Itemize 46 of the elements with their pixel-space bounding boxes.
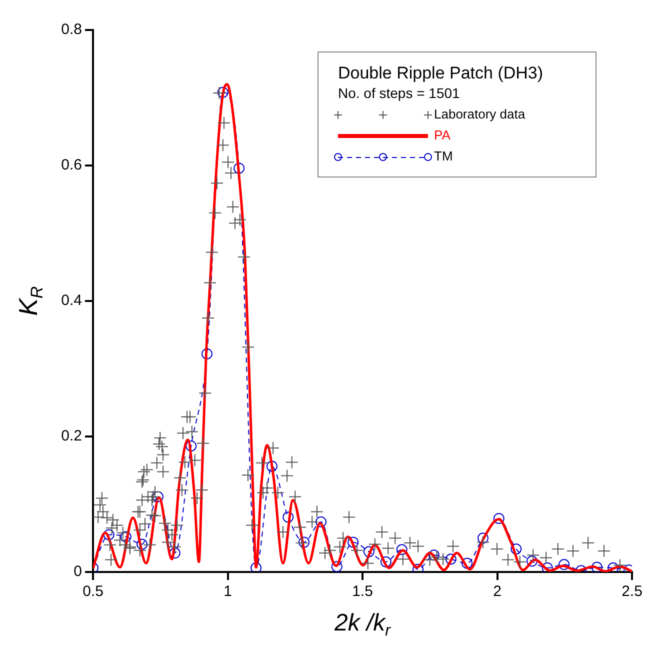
point [363, 546, 374, 558]
point [493, 512, 504, 524]
point [315, 516, 326, 528]
point [266, 460, 278, 472]
point [526, 556, 538, 567]
y-tick-label: 0.2 [61, 428, 82, 445]
point [169, 548, 180, 559]
point [282, 512, 294, 523]
point [396, 544, 408, 556]
point [462, 558, 473, 569]
point [234, 162, 245, 174]
point [202, 348, 212, 360]
x-tick-label: 2 [493, 583, 502, 600]
point [331, 561, 342, 572]
point [217, 86, 228, 98]
annotation: No. of steps = 1501 [338, 84, 460, 101]
y-tick-label: 0.4 [61, 292, 82, 310]
x-tick-label: 1.5 [352, 583, 373, 600]
point [428, 550, 440, 561]
y-axis-title: KR [13, 286, 47, 316]
x-tick-label: 0.5 [82, 583, 104, 600]
legend-label: Laboratory data [434, 106, 526, 122]
x-tick-label: 1 [224, 583, 232, 600]
point [542, 562, 553, 572]
y-tick-label: 0 [74, 563, 82, 580]
y-tick-label: 0.8 [61, 21, 82, 38]
point [558, 559, 570, 570]
legend-title: Double Ripple Patch (DH3) [338, 64, 544, 83]
point [186, 440, 197, 452]
point [591, 562, 602, 572]
point [510, 543, 522, 554]
x-tick-label: 2.5 [622, 583, 642, 600]
point [120, 531, 132, 542]
point [103, 529, 114, 540]
point [152, 491, 164, 502]
point [477, 532, 488, 544]
point [348, 536, 359, 548]
point [445, 554, 456, 565]
text: PA [434, 128, 451, 143]
point [298, 536, 310, 548]
y-tick-label: 0.6 [61, 156, 82, 174]
point [250, 562, 262, 572]
point [136, 538, 148, 550]
legend-label: TM [434, 148, 453, 164]
point [380, 556, 392, 568]
point [608, 562, 619, 572]
